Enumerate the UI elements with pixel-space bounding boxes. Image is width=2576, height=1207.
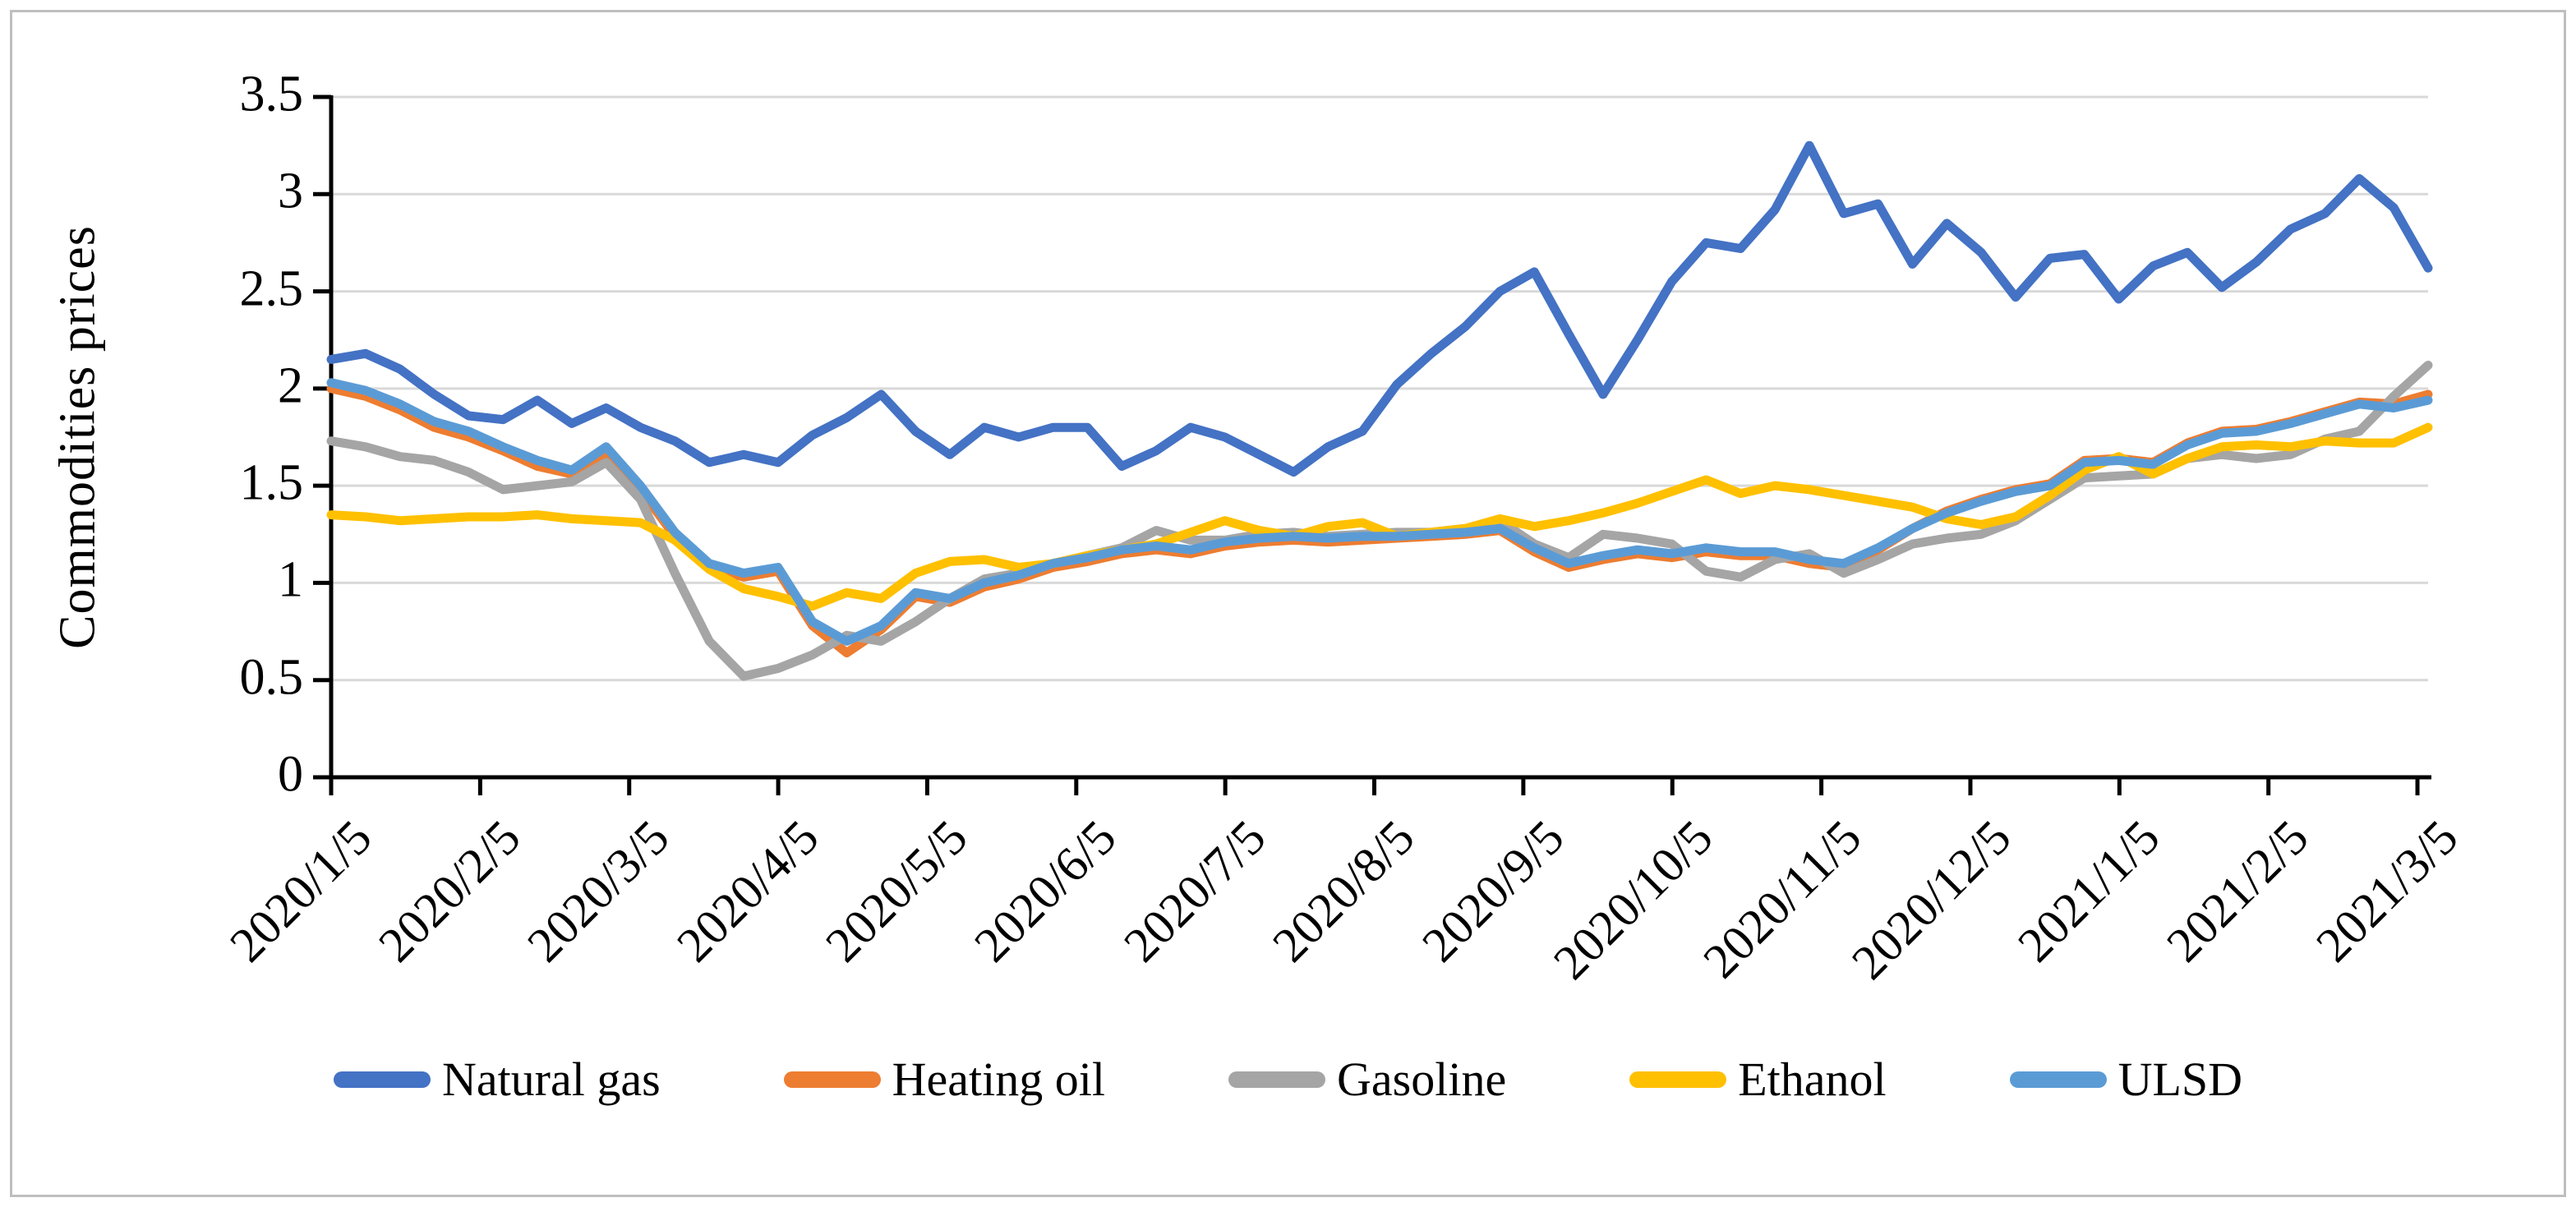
- y-tick-label: 1: [278, 552, 303, 609]
- legend-label: ULSD: [2117, 1053, 2243, 1106]
- y-tick-label: 1.5: [239, 454, 304, 511]
- y-tick-label: 3.5: [239, 66, 304, 122]
- legend-swatch: [2009, 1071, 2107, 1088]
- y-tick-label: 0: [278, 746, 303, 803]
- legend-item-ethanol: Ethanol: [1629, 1052, 1887, 1107]
- figure-border: [10, 10, 2566, 1197]
- y-tick-label: 2.5: [239, 260, 304, 317]
- y-tick-label: 0.5: [239, 649, 304, 706]
- legend-label: Ethanol: [1738, 1053, 1887, 1106]
- y-axis-title: Commodities prices: [49, 225, 106, 649]
- legend-item-natural-gas: Natural gas: [333, 1052, 661, 1107]
- y-tick-label: 2: [278, 357, 303, 414]
- legend-label: Natural gas: [441, 1053, 661, 1106]
- legend-swatch: [333, 1071, 431, 1088]
- legend-label: Gasoline: [1337, 1053, 1507, 1106]
- legend-swatch: [1228, 1071, 1326, 1088]
- series-ulsd: [326, 378, 2433, 646]
- legend-swatch: [783, 1071, 881, 1088]
- y-tick-label: 3: [278, 163, 303, 219]
- legend-item-ulsd: ULSD: [2009, 1052, 2243, 1107]
- legend-item-gasoline: Gasoline: [1228, 1052, 1506, 1107]
- series-ethanol: [326, 422, 2433, 611]
- legend-swatch: [1629, 1071, 1727, 1088]
- series-natural-gas: [326, 141, 2433, 477]
- legend-label: Heating oil: [892, 1053, 1106, 1106]
- legend-item-heating-oil: Heating oil: [783, 1052, 1106, 1107]
- legend: Natural gas Heating oil Gasoline Ethanol ULS…: [0, 1052, 2576, 1107]
